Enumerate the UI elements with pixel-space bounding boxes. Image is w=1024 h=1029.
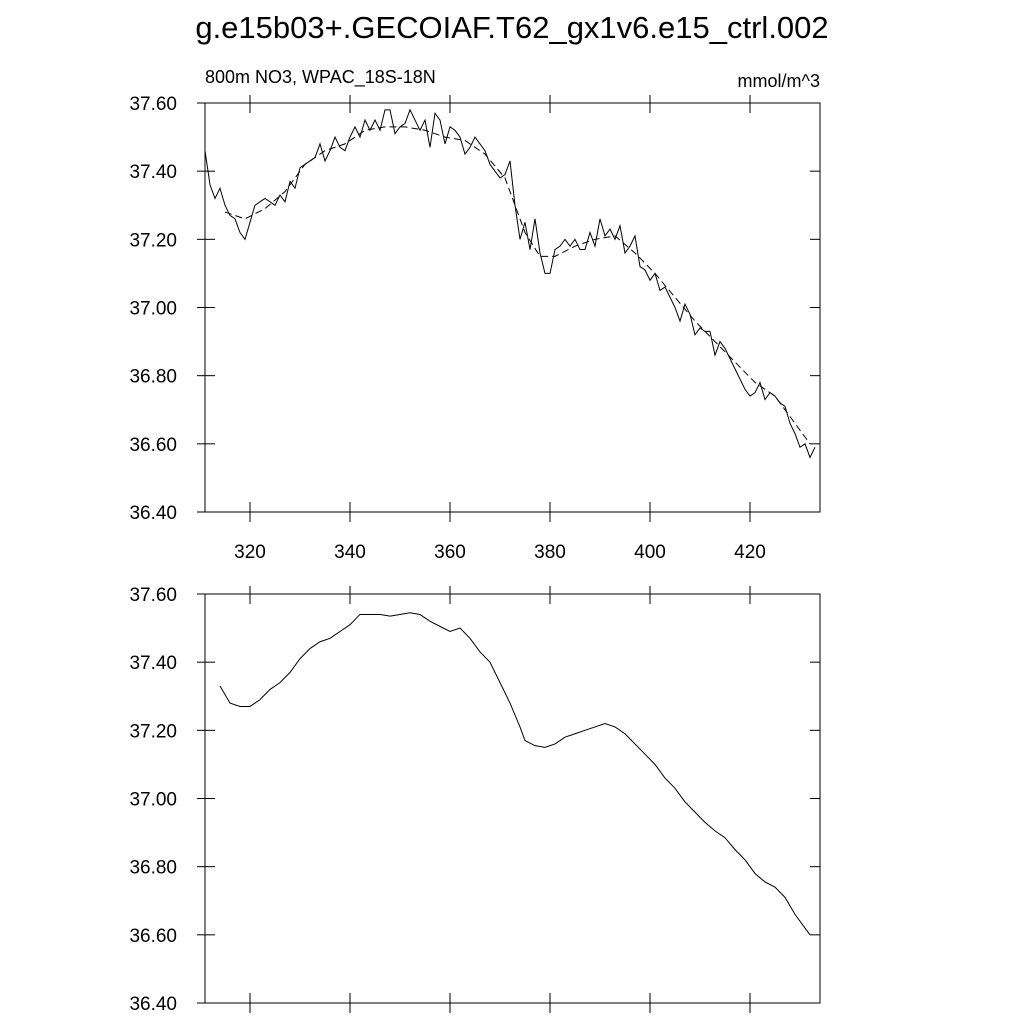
y-tick-label: 37.00 [129,299,177,320]
subtitle-right: mmol/m^3 [738,71,820,91]
y-tick-label: 37.60 [129,585,177,606]
y-tick-label: 37.20 [129,721,177,742]
x-tick-label: 380 [534,542,566,563]
y-tick-label: 36.60 [129,435,177,456]
y-tick-label: 36.60 [129,926,177,947]
y-tick-label: 36.80 [129,858,177,879]
y-tick-label: 37.60 [129,94,177,115]
y-tick-label: 36.40 [129,503,177,524]
x-tick-label: 360 [434,542,466,563]
data-line [219,612,811,936]
y-tick-label: 37.40 [129,162,177,183]
plot-frame [204,593,821,1004]
x-tick-label: 340 [334,542,366,563]
x-tick-label: 420 [734,542,766,563]
y-tick-label: 37.40 [129,653,177,674]
y-tick-label: 37.00 [129,790,177,811]
data-line [204,108,816,459]
data-line [224,126,811,445]
y-tick-label: 36.40 [129,994,177,1015]
plot-frame [204,102,821,513]
x-tick-label: 400 [634,542,666,563]
y-tick-label: 37.20 [129,230,177,251]
y-tick-label: 36.80 [129,367,177,388]
page-title: g.e15b03+.GECOIAF.T62_gx1v6.e15_ctrl.002 [195,10,828,45]
subtitle-left: 800m NO3, WPAC_18S-18N [205,67,436,88]
x-tick-label: 320 [234,542,266,563]
